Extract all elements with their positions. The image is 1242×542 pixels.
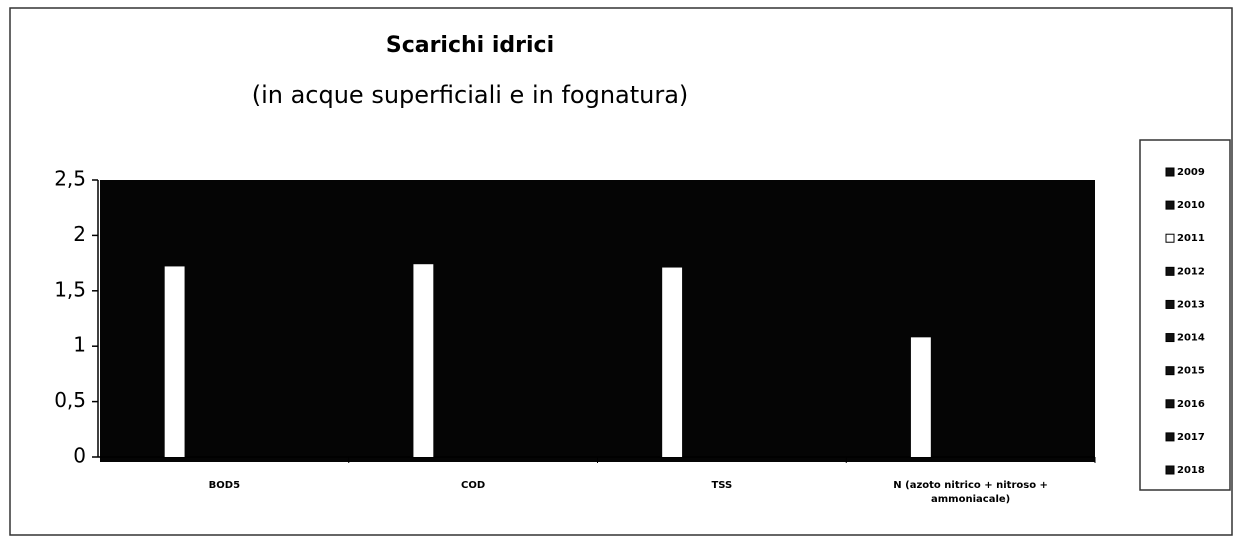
x-tick-label: BOD5 [208, 480, 241, 491]
legend-swatch [1165, 233, 1175, 243]
legend-swatch [1165, 266, 1175, 276]
legend-label: 2015 [1177, 366, 1205, 377]
legend-label: 2012 [1177, 266, 1205, 277]
legend-label: 2018 [1177, 465, 1205, 476]
legend-label: 2017 [1177, 432, 1205, 443]
bar [910, 337, 931, 457]
legend-swatch [1165, 366, 1175, 376]
y-tick-label: 1 [73, 333, 86, 357]
bar [662, 267, 683, 457]
bar [164, 266, 185, 457]
x-tick-label: COD [461, 480, 486, 491]
legend-label: 2014 [1177, 333, 1205, 344]
legend-swatch [1165, 432, 1175, 442]
legend-swatch [1165, 399, 1175, 409]
plot-area [100, 180, 1095, 462]
legend-swatch [1165, 333, 1175, 343]
legend-swatch [1165, 465, 1175, 475]
y-tick-label: 2 [73, 222, 86, 246]
legend-swatch [1165, 299, 1175, 309]
legend-label: 2010 [1177, 200, 1205, 211]
bar [413, 264, 434, 457]
legend-swatch [1165, 200, 1175, 210]
x-tick-label: N (azoto nitrico + nitroso + ammoniacale… [893, 480, 1048, 505]
legend-label: 2016 [1177, 399, 1205, 410]
chart-subtitle: (in acque superficiali e in fognatura) [252, 81, 689, 109]
legend-label: 2013 [1177, 299, 1205, 310]
legend-label: 2009 [1177, 167, 1205, 178]
y-tick-label: 0,5 [54, 388, 86, 412]
chart-title: Scarichi idrici [386, 33, 554, 58]
y-tick-label: 0 [73, 444, 86, 468]
legend-label: 2011 [1177, 233, 1205, 244]
legend-box [1139, 139, 1231, 491]
legend-swatch [1165, 167, 1175, 177]
y-tick-label: 2,5 [54, 167, 86, 191]
x-tick-label: TSS [711, 480, 733, 491]
chart-border [9, 7, 1233, 536]
y-tick-label: 1,5 [54, 277, 86, 301]
